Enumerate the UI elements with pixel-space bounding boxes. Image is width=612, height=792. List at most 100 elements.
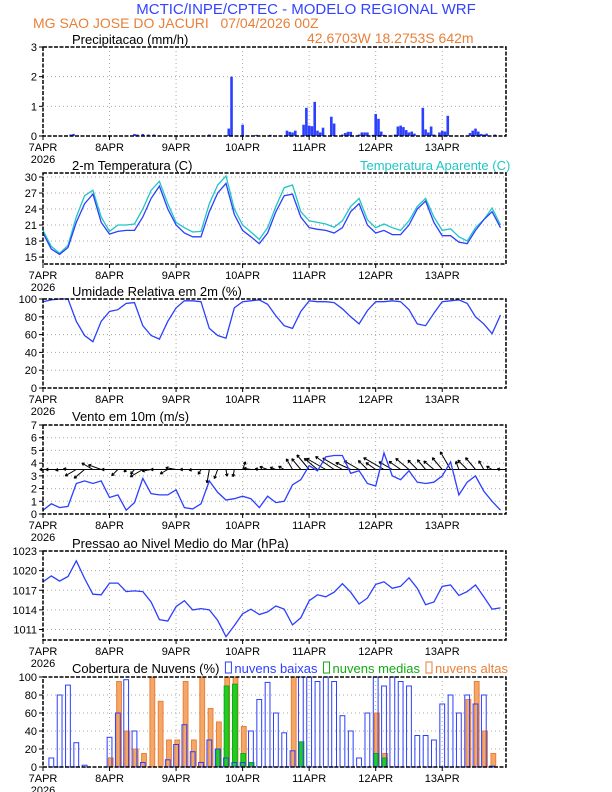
x-tick-label: 7APR xyxy=(29,773,58,785)
y-tick-label: 7 xyxy=(31,420,37,432)
year-label: 2026 xyxy=(31,532,55,544)
panel-title: 2-m Temperatura (C) xyxy=(72,158,192,173)
precip-bar xyxy=(407,132,411,136)
panel-5: 1011 1014 1017 1020 1023 7APR 8APR 9APR 10APR 11A… xyxy=(13,536,507,670)
precip-bar xyxy=(141,133,145,136)
wind-arrow xyxy=(159,469,169,475)
y-tick-label: 20 xyxy=(25,744,37,756)
precip-bar xyxy=(349,131,353,136)
precip-bar xyxy=(468,133,472,136)
y-tick-label: 1 xyxy=(31,101,37,113)
wind-arrow xyxy=(179,467,185,472)
precip-bar xyxy=(318,132,322,136)
wind-arrow xyxy=(197,469,202,475)
precip-bar xyxy=(360,132,364,136)
precip-bar xyxy=(321,127,325,136)
y-tick-label: 0 xyxy=(31,762,37,774)
y-tick-label: 60 xyxy=(25,708,37,720)
cloud-bar-nuvens-baixas xyxy=(347,730,354,768)
precip-bar xyxy=(291,132,294,136)
y-tick-label: 80 xyxy=(25,690,37,702)
wind-arrow xyxy=(165,466,177,470)
x-tick-label: 9APR xyxy=(162,394,191,406)
wind-arrow xyxy=(278,465,285,470)
cloud-bar-nuvens-medias xyxy=(231,683,238,768)
wind-arrow xyxy=(213,469,219,479)
x-tick-label: 8APR xyxy=(95,520,124,532)
wind-arrow xyxy=(87,463,102,470)
y-tick-label: 0 xyxy=(31,131,37,143)
year-label: 2026 xyxy=(31,785,55,792)
x-tick-label: 8APR xyxy=(95,270,124,282)
y-tick-label: 40 xyxy=(25,726,37,738)
plot-frame xyxy=(42,550,507,641)
y-tick-label: 1014 xyxy=(13,605,37,617)
precip-bar xyxy=(421,107,425,136)
x-tick-label: 13APR xyxy=(425,646,460,658)
wind-arrow xyxy=(243,466,252,471)
x-tick-label: 10APR xyxy=(225,646,260,658)
wind-arrow xyxy=(306,457,327,470)
precip-bar xyxy=(446,115,450,136)
y-tick-label: 3 xyxy=(31,471,37,483)
cloud-bar-nuvens-baixas xyxy=(364,712,371,768)
cloud-bar-nuvens-altas xyxy=(490,753,497,768)
precip-bar xyxy=(316,130,319,136)
legend-swatch xyxy=(323,661,331,674)
precip-bar xyxy=(479,133,483,136)
wind-arrow xyxy=(130,469,135,475)
wind-arrow xyxy=(357,459,368,470)
wind-arrow xyxy=(101,467,110,472)
wind-arrow xyxy=(111,469,119,477)
year-label: 2026 xyxy=(31,154,55,166)
x-tick-label: 10APR xyxy=(225,142,260,154)
x-tick-label: 7APR xyxy=(29,520,58,532)
apparent-temperature-line xyxy=(42,174,502,255)
x-tick-label: 10APR xyxy=(225,270,260,282)
y-tick-label: 1020 xyxy=(13,566,37,578)
precip-bar xyxy=(427,132,430,136)
wind-arrow xyxy=(395,457,410,470)
x-tick-label: 10APR xyxy=(225,394,260,406)
x-tick-label: 11APR xyxy=(292,394,326,406)
cloud-bar-nuvens-baixas xyxy=(198,762,204,768)
precip-bar xyxy=(332,123,336,136)
main-title: MCTIC/INPE/CPTEC - MODELO REGIONAL WRF xyxy=(136,1,475,18)
wind-arrow xyxy=(454,460,460,470)
x-tick-label: 9APR xyxy=(162,270,191,282)
x-tick-label: 10APR xyxy=(225,773,260,785)
wind-arrow xyxy=(457,459,468,470)
precip-bar xyxy=(366,132,369,136)
wind-arrow xyxy=(242,461,247,470)
y-tick-label: 80 xyxy=(25,312,37,324)
x-tick-label: 8APR xyxy=(95,394,124,406)
y-tick-label: 0 xyxy=(31,509,37,521)
wind-arrow xyxy=(291,458,302,470)
precip-bar xyxy=(404,130,408,136)
precip-bar xyxy=(471,130,475,136)
panel-title: Pressao ao Nivel Medio do Mar (hPa) xyxy=(72,536,289,551)
precip-bar xyxy=(230,76,233,136)
wind-arrow xyxy=(315,455,335,470)
precip-bar xyxy=(402,127,405,136)
plot-frame xyxy=(42,676,507,768)
x-tick-label: 12APR xyxy=(358,520,393,532)
precip-bar xyxy=(255,134,258,136)
y-tick-label: 100 xyxy=(19,294,37,306)
cloud-bar-nuvens-medias xyxy=(223,685,230,768)
wind-arrow xyxy=(45,467,52,472)
x-tick-label: 7APR xyxy=(29,142,58,154)
x-tick-label: 11APR xyxy=(292,520,326,532)
wind-arrow xyxy=(439,451,451,470)
plot-area xyxy=(43,299,506,388)
wind-arrow xyxy=(486,465,493,470)
legend-label: nuvens altas xyxy=(435,661,508,676)
plot-area xyxy=(43,47,506,136)
x-tick-label: 11APR xyxy=(292,773,326,785)
x-tick-label: 13APR xyxy=(425,773,460,785)
cloud-bar-nuvens-baixas xyxy=(314,681,321,768)
coords-label: 42.6703W 18.2753S 642m xyxy=(307,30,474,46)
precip-bar xyxy=(227,128,231,136)
plot-frame xyxy=(42,298,507,389)
wind-arrow xyxy=(407,459,418,470)
